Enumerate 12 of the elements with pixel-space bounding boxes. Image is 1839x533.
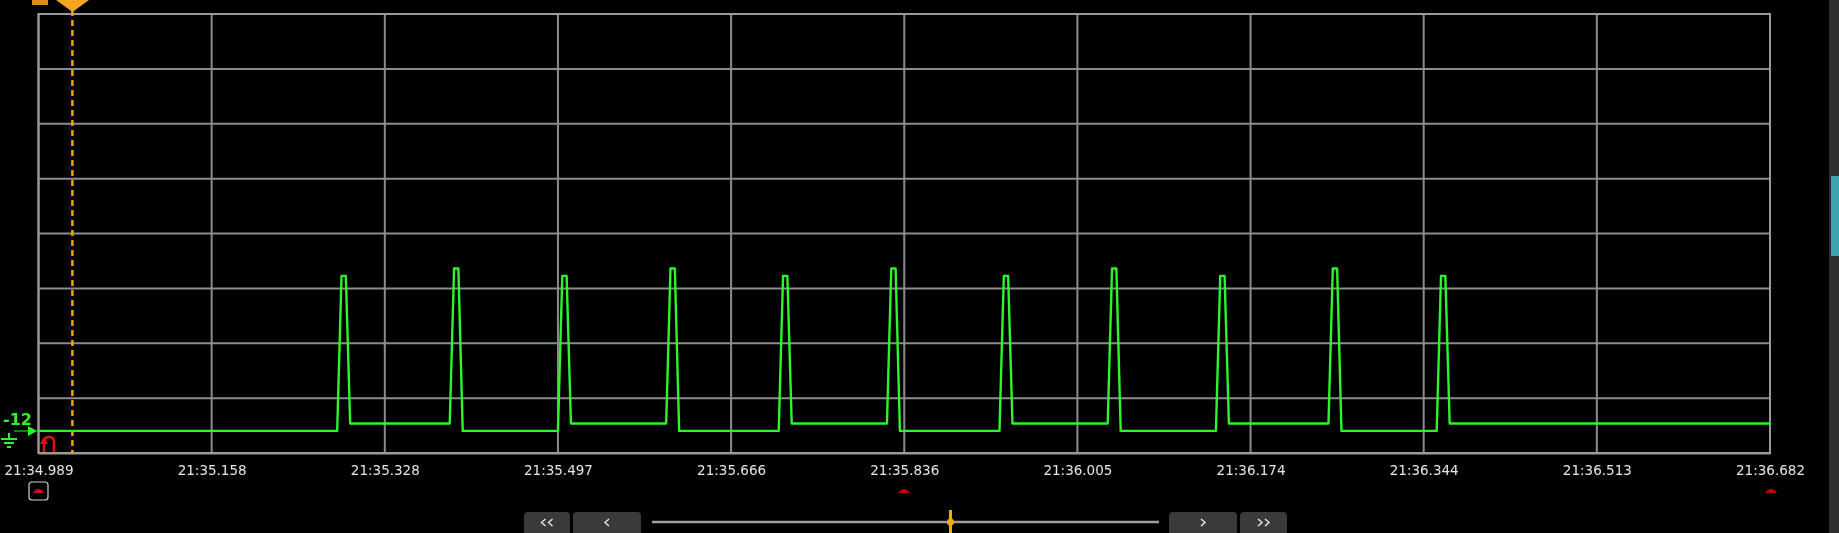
x-tick-label: 21:35.497 [523, 461, 593, 478]
x-tick-label: 21:34.989 [4, 461, 74, 478]
x-tick-label: 21:36.513 [1562, 461, 1632, 478]
text: -12 [3, 410, 32, 429]
x-tick-label: 21:35.666 [697, 461, 767, 478]
x-tick-label: 21:35.328 [350, 461, 420, 478]
x-tick-label: 21:35.836 [870, 461, 940, 478]
x-tick-label: 21:36.682 [1736, 461, 1805, 478]
x-tick-label: 21:35.158 [177, 461, 247, 478]
x-tick-label: 21:36.344 [1389, 461, 1459, 478]
x-tick-label: 21:36.174 [1216, 461, 1286, 478]
x-tick-label: 21:36.005 [1043, 461, 1113, 478]
